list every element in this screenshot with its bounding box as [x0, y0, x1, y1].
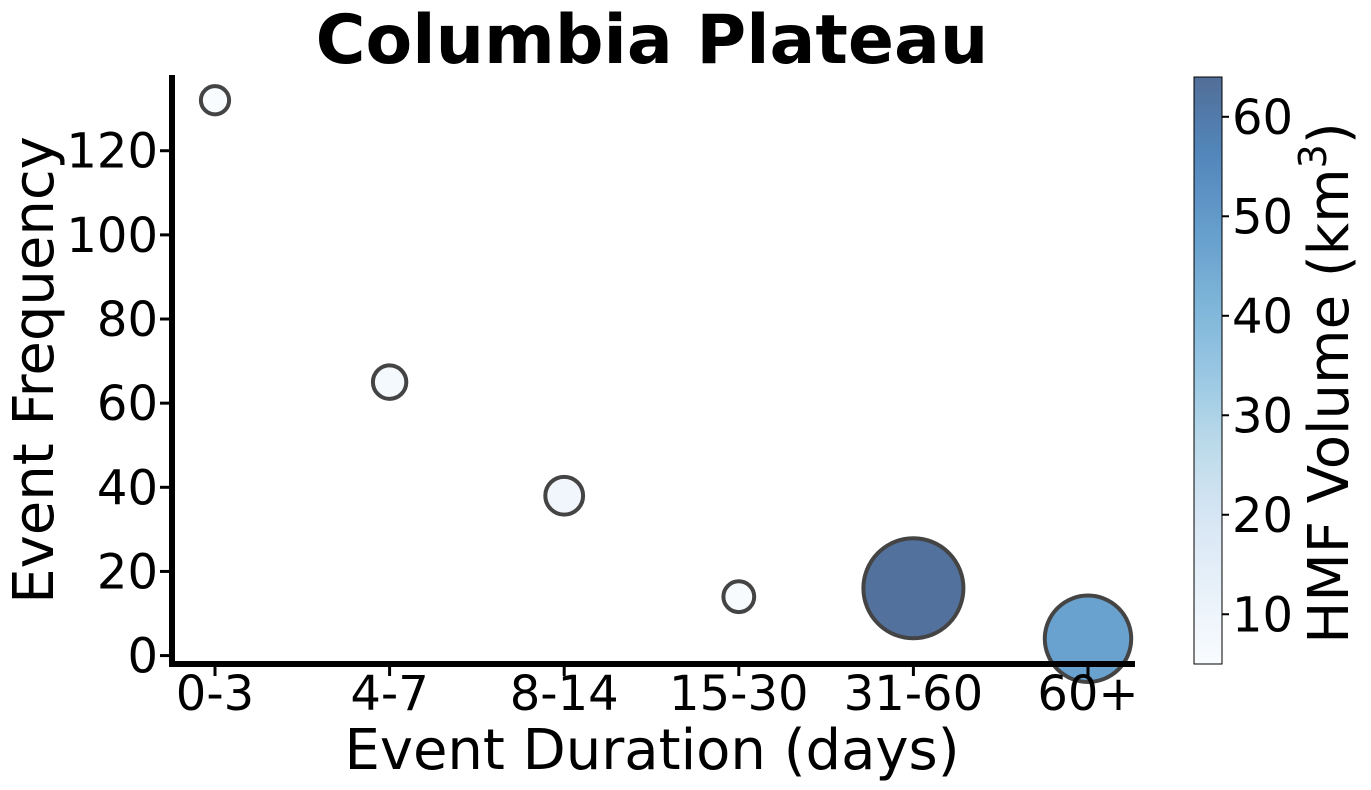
bubble-4-7 [370, 363, 409, 401]
x-tick-label: 0-3 [176, 666, 254, 722]
y-axis-label: Event Frequency [2, 136, 67, 604]
bubble-60plus [1042, 593, 1134, 684]
colorbar-tick-label: 40 [1232, 289, 1293, 345]
bubble-0-3 [198, 84, 232, 117]
y-tick-label: 100 [66, 208, 158, 264]
bubble-8-14 [543, 474, 586, 517]
colorbar-tick-label: 60 [1232, 90, 1293, 146]
y-tick-label: 60 [97, 376, 158, 432]
y-tick-label: 120 [66, 124, 158, 180]
colorbar-gradient [1193, 76, 1223, 665]
x-tick-label: 31-60 [844, 666, 983, 722]
y-ticks: 0 20 40 60 80 100 120 [66, 124, 172, 685]
chart-title: Columbia Plateau [316, 1, 989, 80]
colorbar-tick-label: 10 [1232, 587, 1293, 643]
y-tick-label: 20 [97, 544, 158, 600]
colorbar: 10 20 30 40 50 60 HMF Volume (km3) [1193, 76, 1362, 665]
y-tick-label: 40 [97, 460, 158, 516]
bubble-15-30 [721, 579, 757, 615]
colorbar-label: HMF Volume (km3) [1291, 122, 1362, 643]
x-tick-label: 15-30 [669, 666, 808, 722]
plot-area: 0-3 4-7 8-14 15-30 31-60 60+ 0 20 40 60 80 100 120 [66, 75, 1139, 722]
x-tick-label: 4-7 [350, 666, 428, 722]
x-axis-label: Event Duration (days) [344, 718, 959, 783]
colorbar-tick-label: 50 [1232, 189, 1293, 245]
x-tick-label: 8-14 [510, 666, 619, 722]
y-tick-label: 0 [127, 629, 158, 685]
x-ticks: 0-3 4-7 8-14 15-30 31-60 60+ [176, 664, 1139, 722]
colorbar-label-main: HMF Volume (km [1297, 168, 1362, 643]
colorbar-label-end: ) [1297, 122, 1362, 144]
y-tick-label: 80 [97, 292, 158, 348]
colorbar-ticks: 10 20 30 40 50 60 [1222, 90, 1293, 643]
colorbar-tick-label: 20 [1232, 488, 1293, 544]
colorbar-label-superscript: 3 [1291, 144, 1335, 168]
x-tick-label: 60+ [1037, 666, 1138, 722]
colorbar-tick-label: 30 [1232, 388, 1293, 444]
bubble-31-60 [861, 536, 966, 641]
bubble-layer [198, 84, 1134, 684]
